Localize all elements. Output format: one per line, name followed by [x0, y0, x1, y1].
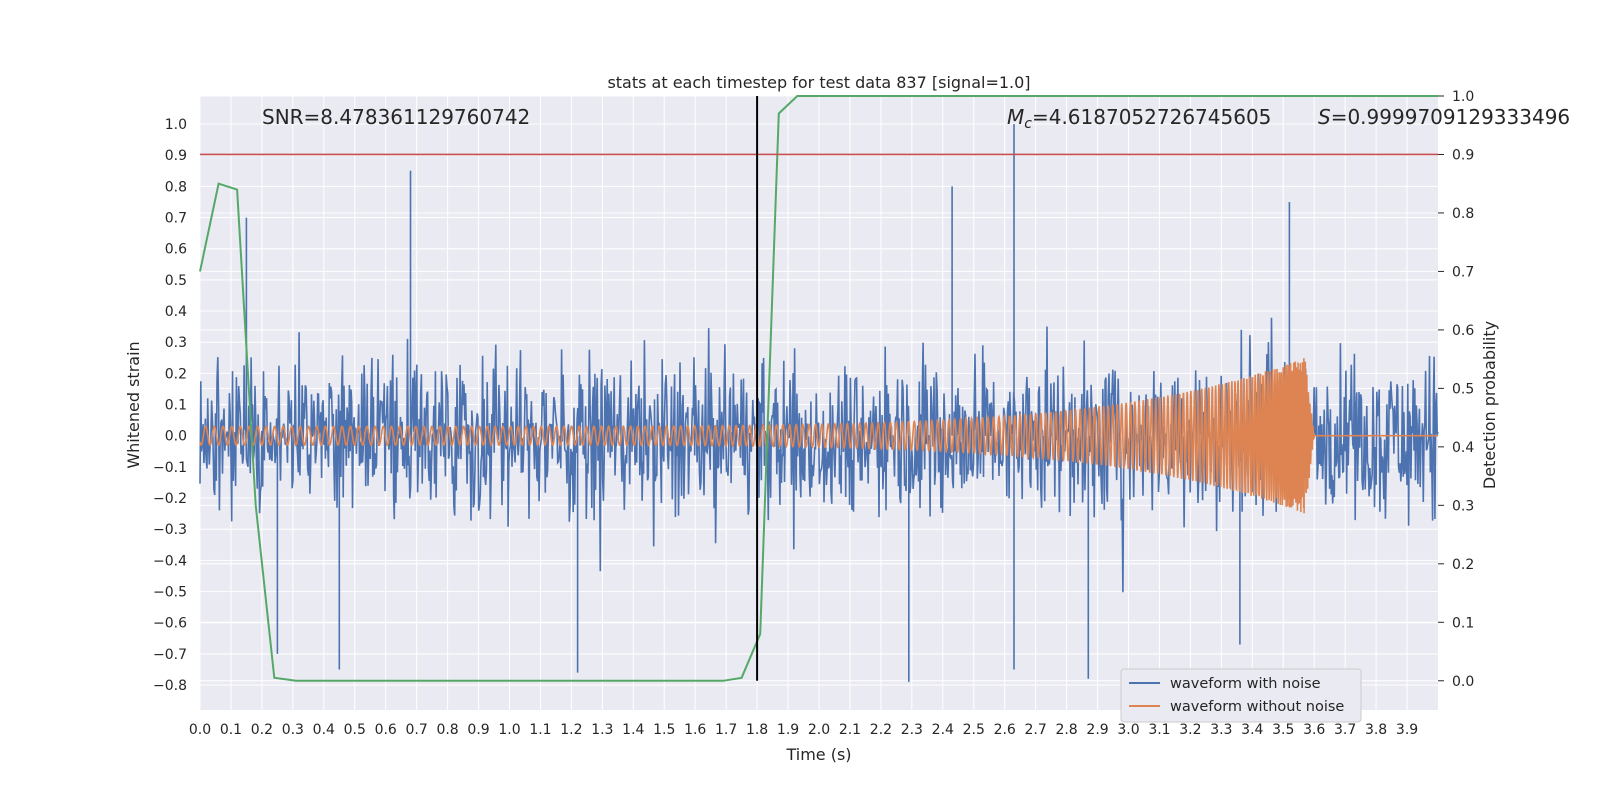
- y2-tick-label: 0.4: [1452, 440, 1474, 456]
- chirp-mass-annotation: Mc=4.6187052726745605: [1007, 105, 1271, 132]
- x-tick-label: 2.0: [808, 722, 830, 738]
- y-tick-label: 0.7: [165, 211, 187, 227]
- y-tick-label: −0.7: [153, 647, 187, 663]
- x-tick-label: 3.2: [1179, 722, 1201, 738]
- series-detection-probability: [199, 95, 1438, 682]
- y-tick-label: 0.0: [165, 429, 187, 445]
- x-tick-label: 3.6: [1303, 722, 1325, 738]
- x-tick-label: 3.4: [1241, 722, 1263, 738]
- x-tick-label: 0.4: [313, 722, 335, 738]
- x-tick-label: 3.3: [1210, 722, 1232, 738]
- mc-symbol: M: [1007, 105, 1024, 129]
- x-tick-label: 1.7: [715, 722, 737, 738]
- x-tick-label: 2.4: [932, 722, 954, 738]
- y-tick-label: 0.8: [165, 179, 187, 195]
- x-tick-label: 0.0: [189, 722, 211, 738]
- y-tick-label: −0.2: [153, 491, 187, 507]
- y-tick-label: 0.4: [165, 304, 187, 320]
- s-value: =0.9999709129333496: [1331, 105, 1570, 129]
- y-tick-label: 0.9: [165, 148, 187, 164]
- y-tick-labels: 1.0 0.9 0.8 0.7 0.6 0.5 0.4 0.3 0.2 0.1 0.0 −0.1 −0.…: [153, 117, 187, 694]
- x-tick-label: 0.8: [436, 722, 458, 738]
- y-tick-label: 0.3: [165, 335, 187, 351]
- y-tick-label: 0.5: [165, 273, 187, 289]
- x-tick-label: 3.9: [1396, 722, 1418, 738]
- y-tick-label: −0.8: [153, 678, 187, 694]
- y-tick-label: −0.4: [153, 553, 187, 569]
- x-tick-label: 0.6: [375, 722, 397, 738]
- y2-tick-label: 0.1: [1452, 615, 1474, 631]
- legend-entry-noise: waveform with noise: [1170, 676, 1321, 692]
- x-tick-label: 1.9: [777, 722, 799, 738]
- x-tick-label: 3.8: [1365, 722, 1387, 738]
- y2-axis-label: Detection probability: [1480, 321, 1499, 489]
- x-tick-label: 3.7: [1334, 722, 1356, 738]
- x-tick-label: 2.3: [901, 722, 923, 738]
- y2-tick-label: 0.5: [1452, 381, 1474, 397]
- reference-lines: [200, 96, 1438, 681]
- y-tick-label: −0.5: [153, 585, 187, 601]
- series-waveform-with-noise: [199, 124, 1439, 682]
- grid-lines: [199, 95, 1438, 710]
- s-symbol: S: [1318, 105, 1331, 129]
- y2-tick-label: 1.0: [1452, 89, 1474, 105]
- x-tick-label: 3.0: [1117, 722, 1139, 738]
- x-tick-label: 1.6: [684, 722, 706, 738]
- y-tick-label: 0.6: [165, 242, 187, 258]
- x-tick-label: 0.2: [251, 722, 273, 738]
- y2-tick-labels: 1.0 0.9 0.8 0.7 0.6 0.5 0.4 0.3 0.2 0.1 0.0: [1438, 89, 1474, 690]
- noise-waveform-line: [199, 124, 1439, 682]
- y-tick-label: −0.6: [153, 616, 187, 632]
- y2-tick-label: 0.9: [1452, 147, 1474, 163]
- y-tick-label: 0.2: [165, 366, 187, 382]
- x-tick-label: 1.1: [529, 722, 551, 738]
- x-tick-label: 1.3: [591, 722, 613, 738]
- series-waveform-without-noise: [199, 358, 1438, 514]
- snr-annotation: SNR=8.478361129760742: [262, 105, 530, 129]
- x-tick-label: 1.4: [622, 722, 644, 738]
- x-tick-label: 1.2: [560, 722, 582, 738]
- x-tick-label: 0.3: [282, 722, 304, 738]
- x-tick-label: 0.7: [406, 722, 428, 738]
- mc-subscript: c: [1024, 116, 1032, 132]
- legend-box: [1120, 668, 1362, 723]
- y-tick-label: −0.3: [153, 522, 187, 538]
- x-tick-label: 3.1: [1148, 722, 1170, 738]
- x-tick-label: 1.5: [653, 722, 675, 738]
- y-tick-label: 0.1: [165, 398, 187, 414]
- x-tick-labels: 0.0 0.1 0.2 0.3 0.4 0.5 0.6 0.7 0.8 0.9 1.0 1.1 1.2 1…: [189, 722, 1418, 738]
- legend-entry-clean: waveform without noise: [1170, 699, 1344, 715]
- x-tick-label: 2.2: [870, 722, 892, 738]
- y2-tick-label: 0.6: [1452, 323, 1474, 339]
- x-axis-label: Time (s): [785, 745, 851, 764]
- y2-tick-label: 0.7: [1452, 264, 1474, 280]
- y-tick-label: 1.0: [165, 117, 187, 133]
- x-tick-label: 2.5: [963, 722, 985, 738]
- mc-value: =4.6187052726745605: [1032, 105, 1271, 129]
- x-tick-label: 2.8: [1055, 722, 1077, 738]
- probability-line: [199, 95, 1438, 682]
- s-annotation: S=0.9999709129333496: [1318, 105, 1570, 129]
- y-tick-label: −0.1: [153, 460, 187, 476]
- x-tick-label: 1.0: [498, 722, 520, 738]
- x-tick-label: 0.5: [344, 722, 366, 738]
- y2-tick-label: 0.2: [1452, 557, 1474, 573]
- x-tick-label: 1.8: [746, 722, 768, 738]
- x-tick-label: 2.1: [839, 722, 861, 738]
- legend: waveform with noise waveform without noi…: [1120, 668, 1362, 723]
- x-tick-label: 2.7: [1025, 722, 1047, 738]
- x-tick-label: 0.9: [467, 722, 489, 738]
- x-tick-label: 3.5: [1272, 722, 1294, 738]
- chart-title: stats at each timestep for test data 837…: [607, 73, 1030, 92]
- x-tick-label: 2.9: [1086, 722, 1108, 738]
- x-tick-label: 0.1: [220, 722, 242, 738]
- y2-tick-label: 0.3: [1452, 498, 1474, 514]
- x-tick-label: 2.6: [994, 722, 1016, 738]
- y-axis-label: Whitened strain: [124, 341, 143, 468]
- y2-tick-label: 0.8: [1452, 206, 1474, 222]
- y2-tick-label: 0.0: [1452, 674, 1474, 690]
- clean-waveform-line: [199, 358, 1438, 514]
